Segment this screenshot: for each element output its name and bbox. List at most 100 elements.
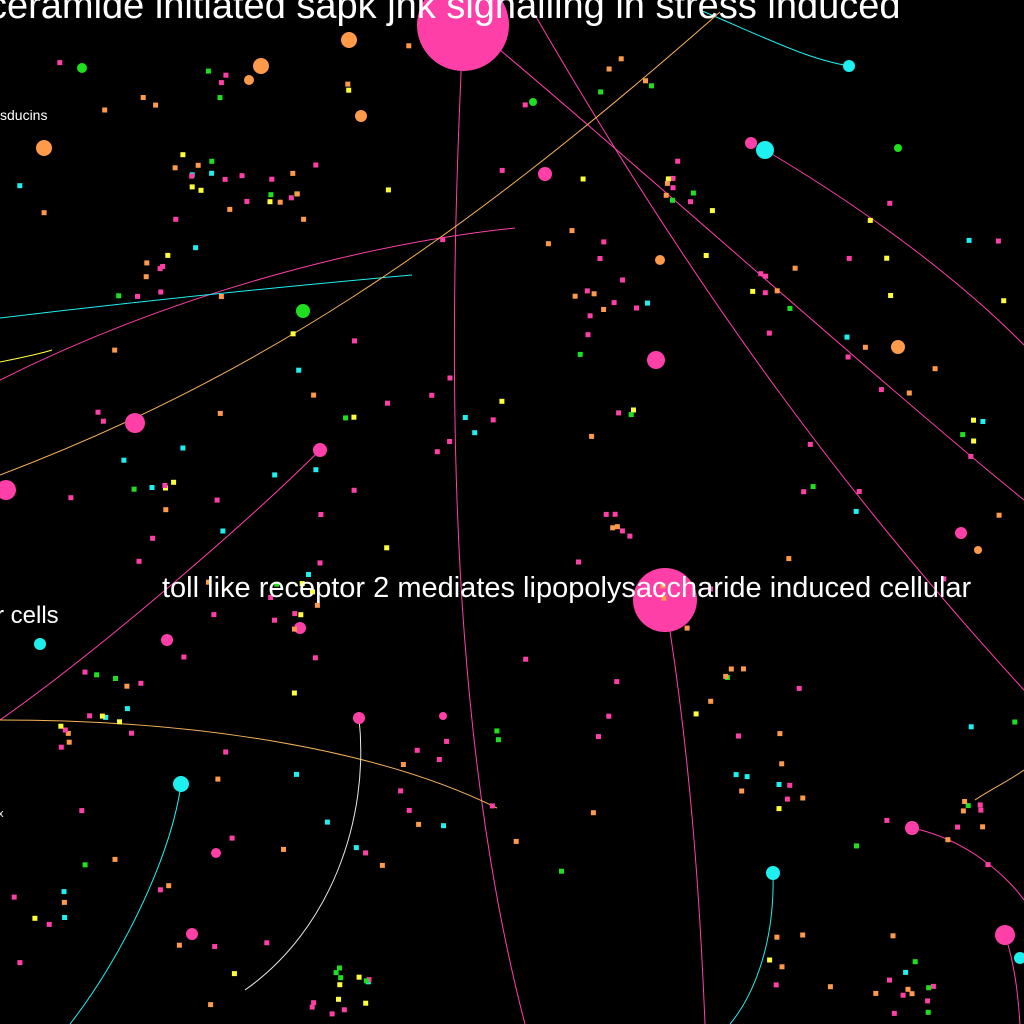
graph-node-small[interactable]	[690, 190, 696, 196]
graph-node-small[interactable]	[195, 162, 201, 168]
graph-node-small[interactable]	[649, 83, 654, 89]
graph-node-small[interactable]	[277, 199, 283, 205]
graph-node-small[interactable]	[385, 187, 391, 193]
graph-node-small[interactable]	[779, 964, 785, 970]
label-ceramide-sapk-jnk[interactable]: ceramide initiated sapk jnk signalling i…	[0, 0, 900, 27]
graph-node-small[interactable]	[61, 889, 67, 895]
graph-node-small[interactable]	[212, 944, 218, 949]
graph-node-small[interactable]	[281, 846, 286, 852]
graph-node-small[interactable]	[290, 331, 296, 337]
graph-node-small[interactable]	[153, 102, 159, 108]
graph-node-small[interactable]	[363, 850, 369, 856]
graph-node-small[interactable]	[61, 899, 67, 905]
graph-node-small[interactable]	[269, 176, 275, 182]
graph-node-small[interactable]	[46, 921, 52, 927]
graph-node-small[interactable]	[356, 974, 362, 980]
graph-node-small[interactable]	[610, 525, 616, 531]
graph-node-small[interactable]	[239, 173, 245, 179]
graph-node-small[interactable]	[180, 152, 186, 158]
graph-node-small[interactable]	[447, 375, 453, 381]
graph-node-small[interactable]	[660, 583, 666, 589]
graph-node-small[interactable]	[17, 960, 23, 966]
graph-node-small[interactable]	[113, 676, 118, 681]
graph-node-small[interactable]	[317, 560, 323, 566]
graph-node-small[interactable]	[1001, 298, 1007, 304]
graph-node-small[interactable]	[619, 528, 625, 534]
graph-node-small[interactable]	[206, 579, 211, 585]
graph-node-small[interactable]	[926, 985, 932, 991]
graph-node[interactable]	[894, 144, 902, 152]
graph-node-small[interactable]	[291, 690, 297, 696]
graph-node-small[interactable]	[776, 782, 782, 787]
graph-node-small[interactable]	[294, 191, 300, 197]
graph-node-small[interactable]	[888, 293, 894, 298]
graph-node-small[interactable]	[193, 245, 199, 251]
graph-node-small[interactable]	[288, 195, 294, 201]
graph-node-small[interactable]	[180, 445, 186, 451]
graph-node-small[interactable]	[962, 799, 968, 804]
graph-node-small[interactable]	[311, 392, 317, 398]
graph-node-small[interactable]	[618, 56, 624, 62]
graph-node-small[interactable]	[87, 713, 93, 719]
graph-node-small[interactable]	[214, 497, 220, 503]
graph-node-small[interactable]	[862, 344, 868, 350]
graph-node-small[interactable]	[65, 730, 71, 736]
graph-node-small[interactable]	[338, 975, 344, 981]
graph-node-small[interactable]	[887, 977, 892, 983]
graph-node-small[interactable]	[384, 545, 390, 551]
graph-node-small[interactable]	[763, 273, 769, 279]
graph-node-small[interactable]	[68, 495, 74, 501]
graph-node[interactable]	[655, 255, 665, 265]
graph-node-small[interactable]	[353, 845, 359, 851]
graph-node-small[interactable]	[313, 467, 319, 473]
graph-node[interactable]	[955, 527, 967, 539]
graph-node-small[interactable]	[217, 410, 223, 416]
graph-node-small[interactable]	[298, 612, 304, 618]
graph-node-small[interactable]	[912, 959, 918, 965]
graph-node-small[interactable]	[309, 1004, 315, 1010]
graph-node-small[interactable]	[670, 197, 675, 203]
graph-node-small[interactable]	[162, 483, 168, 488]
graph-node-small[interactable]	[627, 533, 633, 539]
graph-node-small[interactable]	[333, 970, 339, 976]
graph-node-small[interactable]	[707, 586, 713, 592]
graph-node-small[interactable]	[385, 400, 390, 406]
graph-node-small[interactable]	[244, 198, 250, 204]
graph-node-small[interactable]	[447, 439, 453, 444]
graph-node-small[interactable]	[965, 803, 971, 809]
graph-node-small[interactable]	[891, 1010, 897, 1016]
label-edge-x[interactable]: x	[0, 808, 4, 820]
graph-node-small[interactable]	[903, 969, 909, 975]
graph-node-small[interactable]	[643, 78, 648, 84]
graph-node-small[interactable]	[614, 679, 620, 685]
graph-node-small[interactable]	[324, 819, 330, 825]
graph-node-small[interactable]	[231, 971, 237, 977]
label-sducins[interactable]: sducins	[0, 107, 47, 123]
graph-node[interactable]	[439, 712, 447, 720]
graph-node-small[interactable]	[628, 412, 634, 418]
graph-node-small[interactable]	[932, 366, 938, 372]
graph-node-small[interactable]	[733, 772, 739, 778]
graph-node-small[interactable]	[845, 354, 851, 360]
graph-node-small[interactable]	[163, 507, 169, 513]
graph-node-small[interactable]	[777, 731, 783, 737]
graph-node-small[interactable]	[584, 288, 590, 294]
graph-node-small[interactable]	[462, 415, 468, 420]
graph-node-small[interactable]	[774, 934, 780, 940]
graph-node-small[interactable]	[995, 238, 1001, 244]
graph-node-small[interactable]	[306, 572, 311, 577]
graph-node-small[interactable]	[905, 986, 911, 992]
graph-node-small[interactable]	[598, 89, 604, 95]
graph-node-small[interactable]	[853, 508, 859, 514]
graph-node-small[interactable]	[95, 409, 101, 415]
graph-node[interactable]	[905, 821, 919, 835]
label-tlr2-lipopolysaccharide[interactable]: toll like receptor 2 mediates lipopolysa…	[162, 572, 972, 604]
graph-node-small[interactable]	[980, 419, 986, 424]
graph-node-small[interactable]	[671, 580, 677, 586]
graph-node-small[interactable]	[966, 237, 972, 243]
graph-node-small[interactable]	[603, 511, 609, 517]
graph-node-small[interactable]	[684, 625, 690, 631]
graph-node-small[interactable]	[925, 1009, 931, 1015]
graph-node-small[interactable]	[82, 669, 88, 675]
graph-node-small[interactable]	[218, 294, 224, 299]
